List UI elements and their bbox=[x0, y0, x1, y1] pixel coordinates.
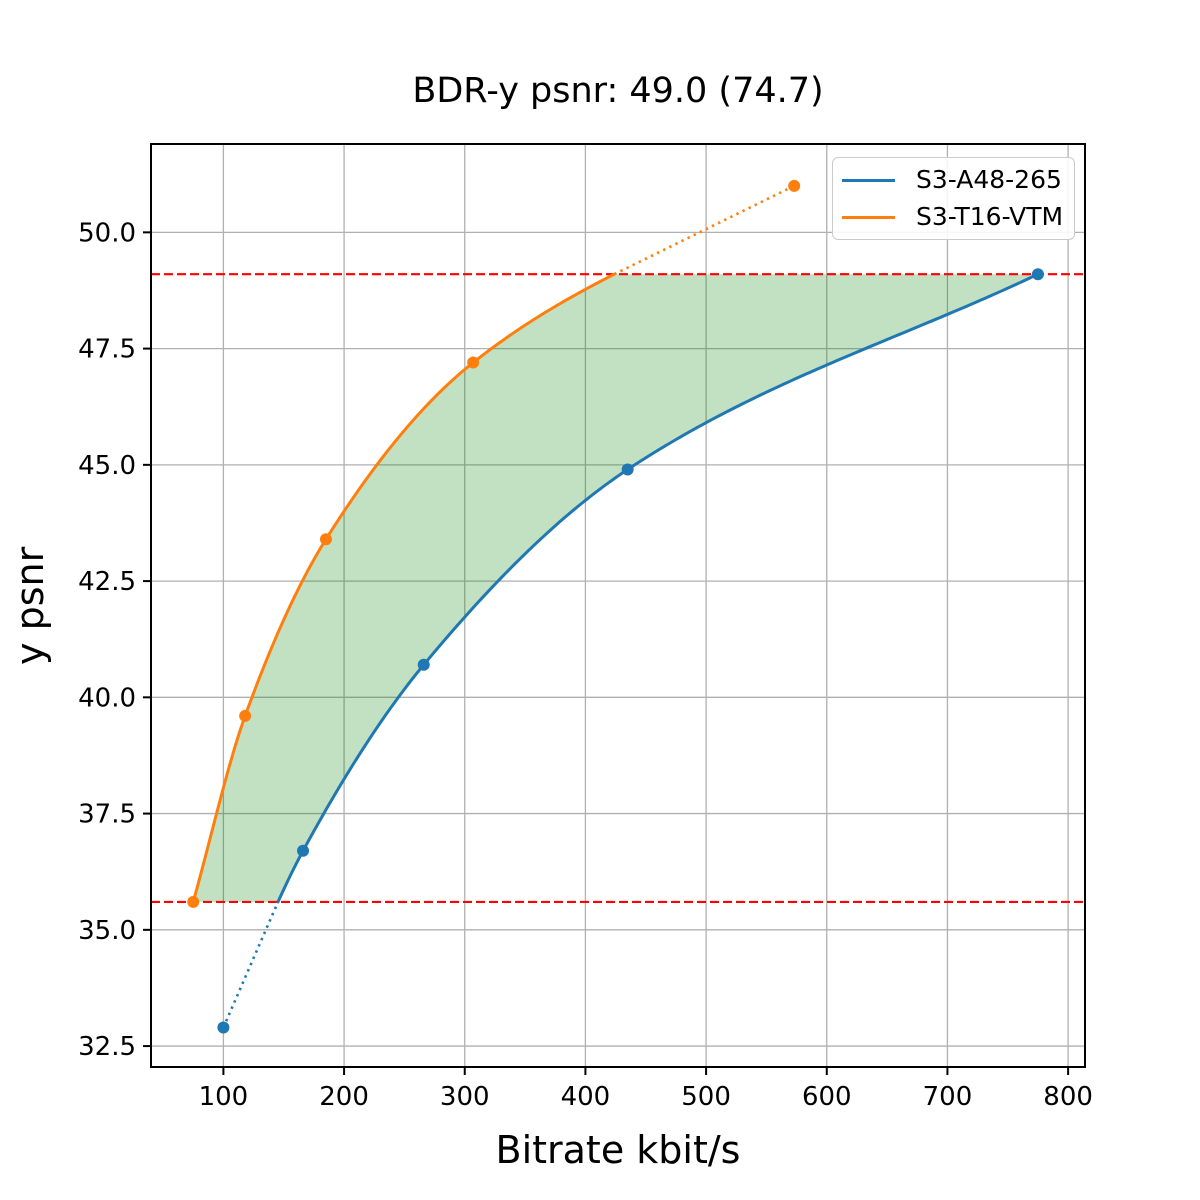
plot-border bbox=[150, 143, 1086, 1068]
x-tick-label: 300 bbox=[440, 1082, 490, 1112]
data-point-series-1 bbox=[239, 709, 252, 722]
data-point-series-1 bbox=[467, 356, 480, 369]
legend-line-swatch-series-0 bbox=[842, 178, 895, 182]
x-tick-label: 800 bbox=[1043, 1082, 1093, 1112]
series-0-curve bbox=[276, 272, 1040, 904]
data-point-series-0 bbox=[1031, 268, 1044, 281]
data-point-series-1 bbox=[187, 895, 200, 908]
x-tick-label: 100 bbox=[199, 1082, 249, 1112]
y-tick-label: 32.5 bbox=[78, 1032, 136, 1062]
y-tick-label: 45.0 bbox=[78, 451, 136, 481]
y-tick-label: 40.0 bbox=[78, 683, 136, 713]
x-tick-label: 200 bbox=[319, 1082, 369, 1112]
series-1-dotted-segment bbox=[613, 184, 795, 276]
legend-label-series-1: S3-T16-VTM bbox=[916, 202, 1064, 231]
data-point-series-1 bbox=[788, 179, 801, 192]
legend-item: S3-A48-265 bbox=[842, 165, 1074, 195]
legend: S3-A48-265 S3-T16-VTM bbox=[832, 157, 1075, 240]
legend-line-swatch-series-1 bbox=[842, 215, 895, 219]
chart-title: BDR-y psnr: 49.0 (74.7) bbox=[412, 71, 824, 111]
series-1-curve bbox=[191, 272, 616, 904]
data-point-series-0 bbox=[217, 1021, 230, 1034]
x-tick-label: 700 bbox=[923, 1082, 973, 1112]
y-tick-label: 42.5 bbox=[78, 567, 136, 597]
data-point-series-0 bbox=[621, 463, 634, 476]
bd-shaded-region bbox=[193, 274, 1038, 902]
data-point-series-1 bbox=[319, 533, 332, 546]
series-0-dotted-segment bbox=[222, 901, 280, 1028]
legend-label-series-0: S3-A48-265 bbox=[916, 165, 1062, 194]
x-tick-label: 500 bbox=[681, 1082, 731, 1112]
x-axis-label: Bitrate kbit/s bbox=[495, 1128, 741, 1172]
y-tick-label: 35.0 bbox=[78, 916, 136, 946]
data-point-series-0 bbox=[417, 658, 430, 671]
x-tick-label: 600 bbox=[802, 1082, 852, 1112]
y-tick-label: 50.0 bbox=[78, 218, 136, 248]
x-tick-label: 400 bbox=[561, 1082, 611, 1112]
y-tick-label: 37.5 bbox=[78, 800, 136, 830]
legend-item: S3-T16-VTM bbox=[842, 202, 1074, 232]
y-tick-label: 47.5 bbox=[78, 335, 136, 365]
data-point-series-0 bbox=[297, 844, 310, 857]
